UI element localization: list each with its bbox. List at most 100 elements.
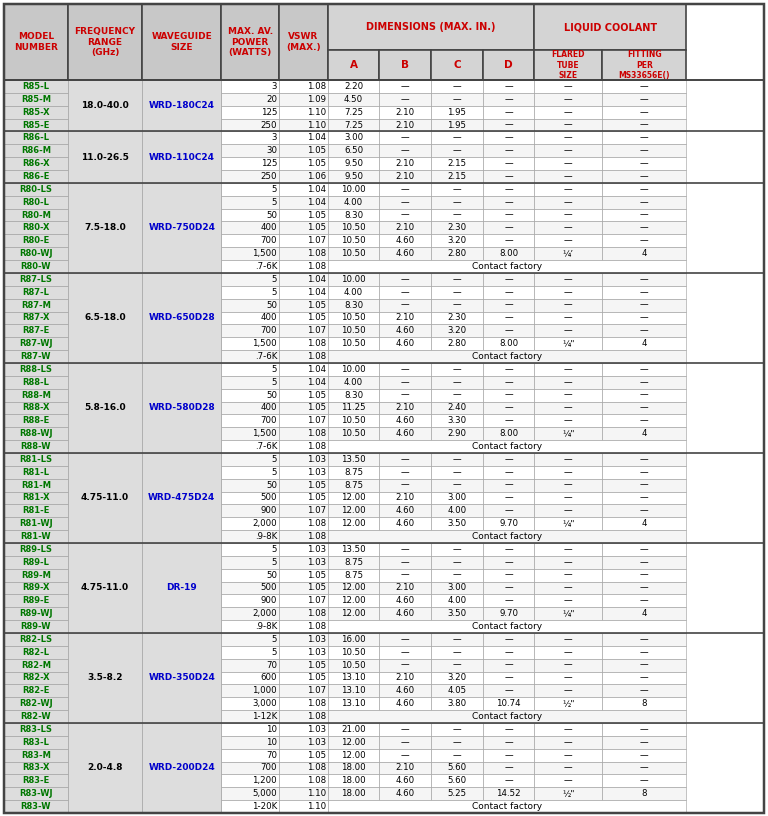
- Text: —: —: [564, 570, 573, 579]
- Bar: [535, 659, 602, 672]
- Bar: [483, 723, 535, 736]
- Text: 1.08: 1.08: [306, 262, 326, 271]
- Text: —: —: [505, 391, 513, 400]
- Bar: [279, 350, 328, 363]
- Bar: [431, 118, 483, 131]
- Text: —: —: [640, 776, 649, 785]
- Bar: [602, 556, 687, 569]
- Bar: [535, 479, 602, 491]
- Text: 11.0-26.5: 11.0-26.5: [81, 153, 129, 162]
- Text: —: —: [640, 725, 649, 734]
- Bar: [4, 440, 68, 453]
- Text: Contact factory: Contact factory: [472, 442, 542, 451]
- Text: 7.5-18.0: 7.5-18.0: [84, 224, 126, 233]
- Bar: [431, 170, 483, 183]
- Text: —: —: [564, 378, 573, 387]
- Bar: [221, 299, 279, 312]
- Bar: [142, 543, 221, 633]
- Text: 11.25: 11.25: [341, 403, 366, 412]
- Text: 1.03: 1.03: [306, 558, 326, 567]
- Text: 1.05: 1.05: [306, 481, 326, 490]
- Text: 1.05: 1.05: [306, 494, 326, 503]
- Text: —: —: [564, 326, 573, 335]
- Text: —: —: [640, 326, 649, 335]
- Text: 18.00: 18.00: [341, 764, 366, 773]
- Bar: [535, 428, 602, 440]
- Text: 1.07: 1.07: [306, 326, 326, 335]
- Text: Contact factory: Contact factory: [472, 532, 542, 541]
- Bar: [279, 286, 328, 299]
- Text: 4.60: 4.60: [396, 326, 415, 335]
- Bar: [431, 93, 483, 106]
- Bar: [535, 144, 602, 157]
- Text: —: —: [401, 481, 409, 490]
- Bar: [379, 787, 431, 800]
- Bar: [483, 273, 535, 286]
- Bar: [483, 247, 535, 260]
- Text: —: —: [452, 197, 462, 206]
- Bar: [221, 106, 279, 118]
- Bar: [431, 504, 483, 517]
- Bar: [221, 582, 279, 594]
- Bar: [431, 131, 483, 144]
- Text: —: —: [564, 365, 573, 374]
- Bar: [483, 144, 535, 157]
- Text: FLARED
TUBE
SIZE: FLARED TUBE SIZE: [551, 50, 585, 80]
- Bar: [431, 607, 483, 620]
- Bar: [602, 582, 687, 594]
- Bar: [431, 749, 483, 761]
- Bar: [279, 723, 328, 736]
- Bar: [68, 363, 142, 453]
- Text: 7.25: 7.25: [344, 108, 363, 117]
- Text: R80-L: R80-L: [22, 197, 49, 206]
- Text: R87-E: R87-E: [22, 326, 50, 335]
- Text: 5,000: 5,000: [253, 789, 277, 798]
- Text: 1-20K: 1-20K: [252, 802, 277, 811]
- Text: 1.08: 1.08: [306, 442, 326, 451]
- Text: —: —: [564, 738, 573, 747]
- Text: 1.04: 1.04: [306, 197, 326, 206]
- Text: LIQUID COOLANT: LIQUID COOLANT: [564, 22, 657, 32]
- Bar: [221, 736, 279, 749]
- Bar: [602, 479, 687, 491]
- Bar: [279, 440, 328, 453]
- Text: R89-W: R89-W: [21, 622, 51, 631]
- Text: 1.05: 1.05: [306, 391, 326, 400]
- Bar: [142, 273, 221, 363]
- Text: —: —: [564, 185, 573, 194]
- Bar: [328, 157, 379, 170]
- Bar: [4, 543, 68, 556]
- Text: 600: 600: [260, 673, 277, 682]
- Text: —: —: [564, 764, 573, 773]
- Bar: [602, 659, 687, 672]
- Bar: [328, 260, 687, 273]
- Bar: [431, 517, 483, 530]
- Text: 4.60: 4.60: [396, 506, 415, 516]
- Text: —: —: [640, 146, 649, 155]
- Text: —: —: [564, 673, 573, 682]
- Text: —: —: [452, 738, 462, 747]
- Bar: [4, 234, 68, 247]
- Bar: [221, 607, 279, 620]
- Text: 50: 50: [266, 481, 277, 490]
- Bar: [279, 787, 328, 800]
- Bar: [431, 633, 483, 645]
- Text: 4.75-11.0: 4.75-11.0: [81, 494, 129, 503]
- Text: R89-L: R89-L: [22, 558, 49, 567]
- Text: —: —: [564, 648, 573, 657]
- Bar: [4, 504, 68, 517]
- Text: —: —: [401, 661, 409, 670]
- Text: 1.08: 1.08: [306, 622, 326, 631]
- Bar: [602, 569, 687, 582]
- Bar: [221, 685, 279, 697]
- Bar: [535, 749, 602, 761]
- Bar: [221, 234, 279, 247]
- Bar: [602, 118, 687, 131]
- Bar: [602, 787, 687, 800]
- Bar: [535, 157, 602, 170]
- Bar: [68, 723, 142, 813]
- Text: 10.50: 10.50: [341, 313, 366, 322]
- Bar: [602, 131, 687, 144]
- Bar: [279, 376, 328, 388]
- Bar: [431, 401, 483, 415]
